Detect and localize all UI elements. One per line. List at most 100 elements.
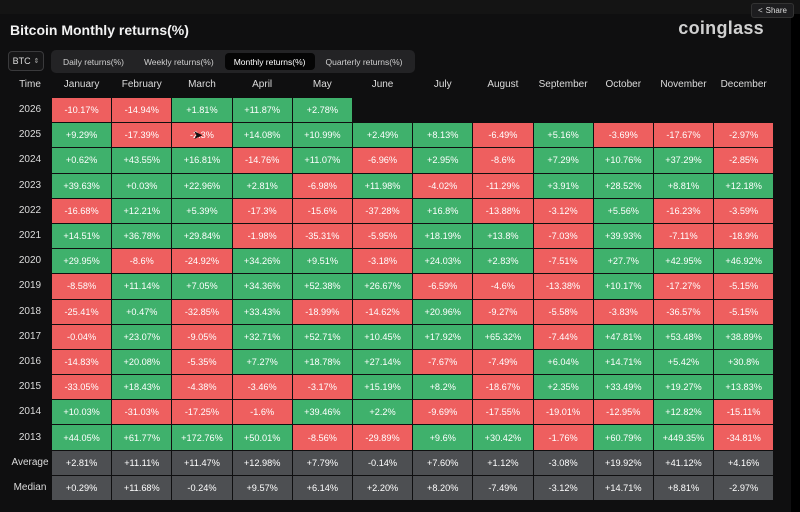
return-cell[interactable]: +22.96% [172, 173, 232, 198]
return-cell[interactable]: -17.25% [172, 400, 232, 425]
return-cell[interactable]: +39.46% [292, 400, 352, 425]
return-cell[interactable]: -6.49% [473, 123, 533, 148]
return-cell[interactable]: +13.83% [714, 375, 774, 400]
return-cell[interactable]: -8.56% [292, 425, 352, 450]
return-cell[interactable]: +61.77% [112, 425, 172, 450]
asset-select[interactable]: BTC ⇕ [8, 51, 44, 71]
return-cell[interactable]: -13.38% [533, 274, 593, 299]
return-cell[interactable]: +5.42% [653, 349, 714, 375]
return-cell[interactable]: +33.43% [232, 299, 292, 324]
return-cell[interactable]: -8.6% [473, 148, 533, 173]
return-cell[interactable]: +30.8% [714, 349, 774, 375]
return-cell[interactable]: +18.43% [112, 375, 172, 400]
return-cell[interactable]: -1.76% [533, 425, 593, 450]
return-cell[interactable]: +30.42% [473, 425, 533, 450]
return-cell[interactable]: -9.69% [413, 400, 473, 425]
tab-daily-returns[interactable]: Daily returns(%) [63, 56, 124, 67]
return-cell[interactable]: -3.46% [232, 375, 292, 400]
return-cell[interactable]: +13.8% [473, 223, 533, 249]
return-cell[interactable]: +23.07% [112, 324, 172, 349]
return-cell[interactable]: -8.58% [52, 274, 112, 299]
return-cell[interactable]: +42.95% [653, 249, 714, 274]
return-cell[interactable]: -7.03% [533, 223, 593, 249]
return-cell[interactable]: +52.38% [292, 274, 352, 299]
tab-monthly-returns[interactable]: Monthly returns(%) [224, 53, 315, 70]
return-cell[interactable]: +19.27% [653, 375, 714, 400]
return-cell[interactable]: -15.11% [714, 400, 774, 425]
return-cell[interactable]: +46.92% [714, 249, 774, 274]
return-cell[interactable]: +10.99% [292, 123, 352, 148]
return-cell[interactable]: -3.12% [533, 198, 593, 223]
return-cell[interactable]: +0.62% [52, 148, 112, 173]
return-cell[interactable]: +11.98% [352, 173, 413, 198]
return-cell[interactable]: +27.7% [593, 249, 653, 274]
return-cell[interactable]: -19.01% [533, 400, 593, 425]
return-cell[interactable]: +9.29% [52, 123, 112, 148]
return-cell[interactable]: -15.6% [292, 198, 352, 223]
return-cell[interactable]: +34.36% [232, 274, 292, 299]
return-cell[interactable]: -35.31% [292, 223, 352, 249]
return-cell[interactable]: -18.99% [292, 299, 352, 324]
return-cell[interactable]: +11.87% [232, 98, 292, 123]
return-cell[interactable]: +11.14% [112, 274, 172, 299]
share-button[interactable]: < Share [750, 3, 794, 18]
return-cell[interactable]: +26.67% [352, 274, 413, 299]
return-cell[interactable]: -3.18% [352, 249, 413, 274]
return-cell[interactable]: -7.44% [533, 324, 593, 349]
return-cell[interactable]: +12.82% [653, 400, 714, 425]
return-cell[interactable]: +43.55% [112, 148, 172, 173]
return-cell[interactable]: -6.98% [292, 173, 352, 198]
return-cell[interactable]: +36.78% [112, 223, 172, 249]
return-cell[interactable]: -1.98% [232, 223, 292, 249]
tab-quarterly-returns[interactable]: Quarterly returns(%) [325, 56, 403, 67]
return-cell[interactable]: -29.89% [352, 425, 413, 450]
return-cell[interactable]: +38.89% [714, 324, 774, 349]
return-cell[interactable]: +2.78% [292, 98, 352, 123]
return-cell[interactable]: -5.95% [352, 223, 413, 249]
return-cell[interactable]: +39.93% [593, 223, 653, 249]
return-cell[interactable]: +14.71% [593, 349, 653, 375]
return-cell[interactable]: +10.45% [352, 324, 413, 349]
return-cell[interactable]: -3.17% [292, 375, 352, 400]
return-cell[interactable]: +29.95% [52, 249, 112, 274]
return-cell[interactable]: +11.07% [292, 148, 352, 173]
return-cell[interactable]: +2.2% [352, 400, 413, 425]
return-cell[interactable]: +44.05% [52, 425, 112, 450]
return-cell[interactable]: +20.08% [112, 349, 172, 375]
return-cell[interactable]: +12.18% [714, 173, 774, 198]
return-cell[interactable]: -2.97% [714, 123, 774, 148]
return-cell[interactable]: +7.27% [232, 349, 292, 375]
return-cell[interactable]: -3.69% [593, 123, 653, 148]
return-cell[interactable]: +2.49% [352, 123, 413, 148]
return-cell[interactable]: -5.35% [172, 349, 232, 375]
return-cell[interactable]: -17.27% [653, 274, 714, 299]
return-cell[interactable]: +28.52% [593, 173, 653, 198]
return-cell[interactable]: +8.2% [413, 375, 473, 400]
return-cell[interactable]: -17.67% [653, 123, 714, 148]
return-cell[interactable]: +18.78% [292, 349, 352, 375]
return-cell[interactable]: +7.29% [533, 148, 593, 173]
return-cell[interactable]: -5.15% [714, 299, 774, 324]
return-cell[interactable]: +29.84% [172, 223, 232, 249]
return-cell[interactable]: -4.6% [473, 274, 533, 299]
return-cell[interactable]: +2.35% [533, 375, 593, 400]
return-cell[interactable]: +2.83% [473, 249, 533, 274]
return-cell[interactable]: -3.59% [714, 198, 774, 223]
return-cell[interactable]: +39.63% [52, 173, 112, 198]
return-cell[interactable]: -36.57% [653, 299, 714, 324]
return-cell[interactable]: +3.91% [533, 173, 593, 198]
return-cell[interactable]: -18.67% [473, 375, 533, 400]
return-cell[interactable]: -5.58% [533, 299, 593, 324]
return-cell[interactable]: -33.05% [52, 375, 112, 400]
return-cell[interactable]: -7.49% [473, 349, 533, 375]
return-cell[interactable]: -11.29% [473, 173, 533, 198]
return-cell[interactable]: -2.85% [714, 148, 774, 173]
return-cell[interactable]: +16.81% [172, 148, 232, 173]
return-cell[interactable]: -6.59% [413, 274, 473, 299]
return-cell[interactable]: -17.3% [232, 198, 292, 223]
return-cell[interactable]: +34.26% [232, 249, 292, 274]
return-cell[interactable]: -13.88% [473, 198, 533, 223]
return-cell[interactable]: -7.51% [533, 249, 593, 274]
return-cell[interactable]: +50.01% [232, 425, 292, 450]
return-cell[interactable]: +9.6% [413, 425, 473, 450]
